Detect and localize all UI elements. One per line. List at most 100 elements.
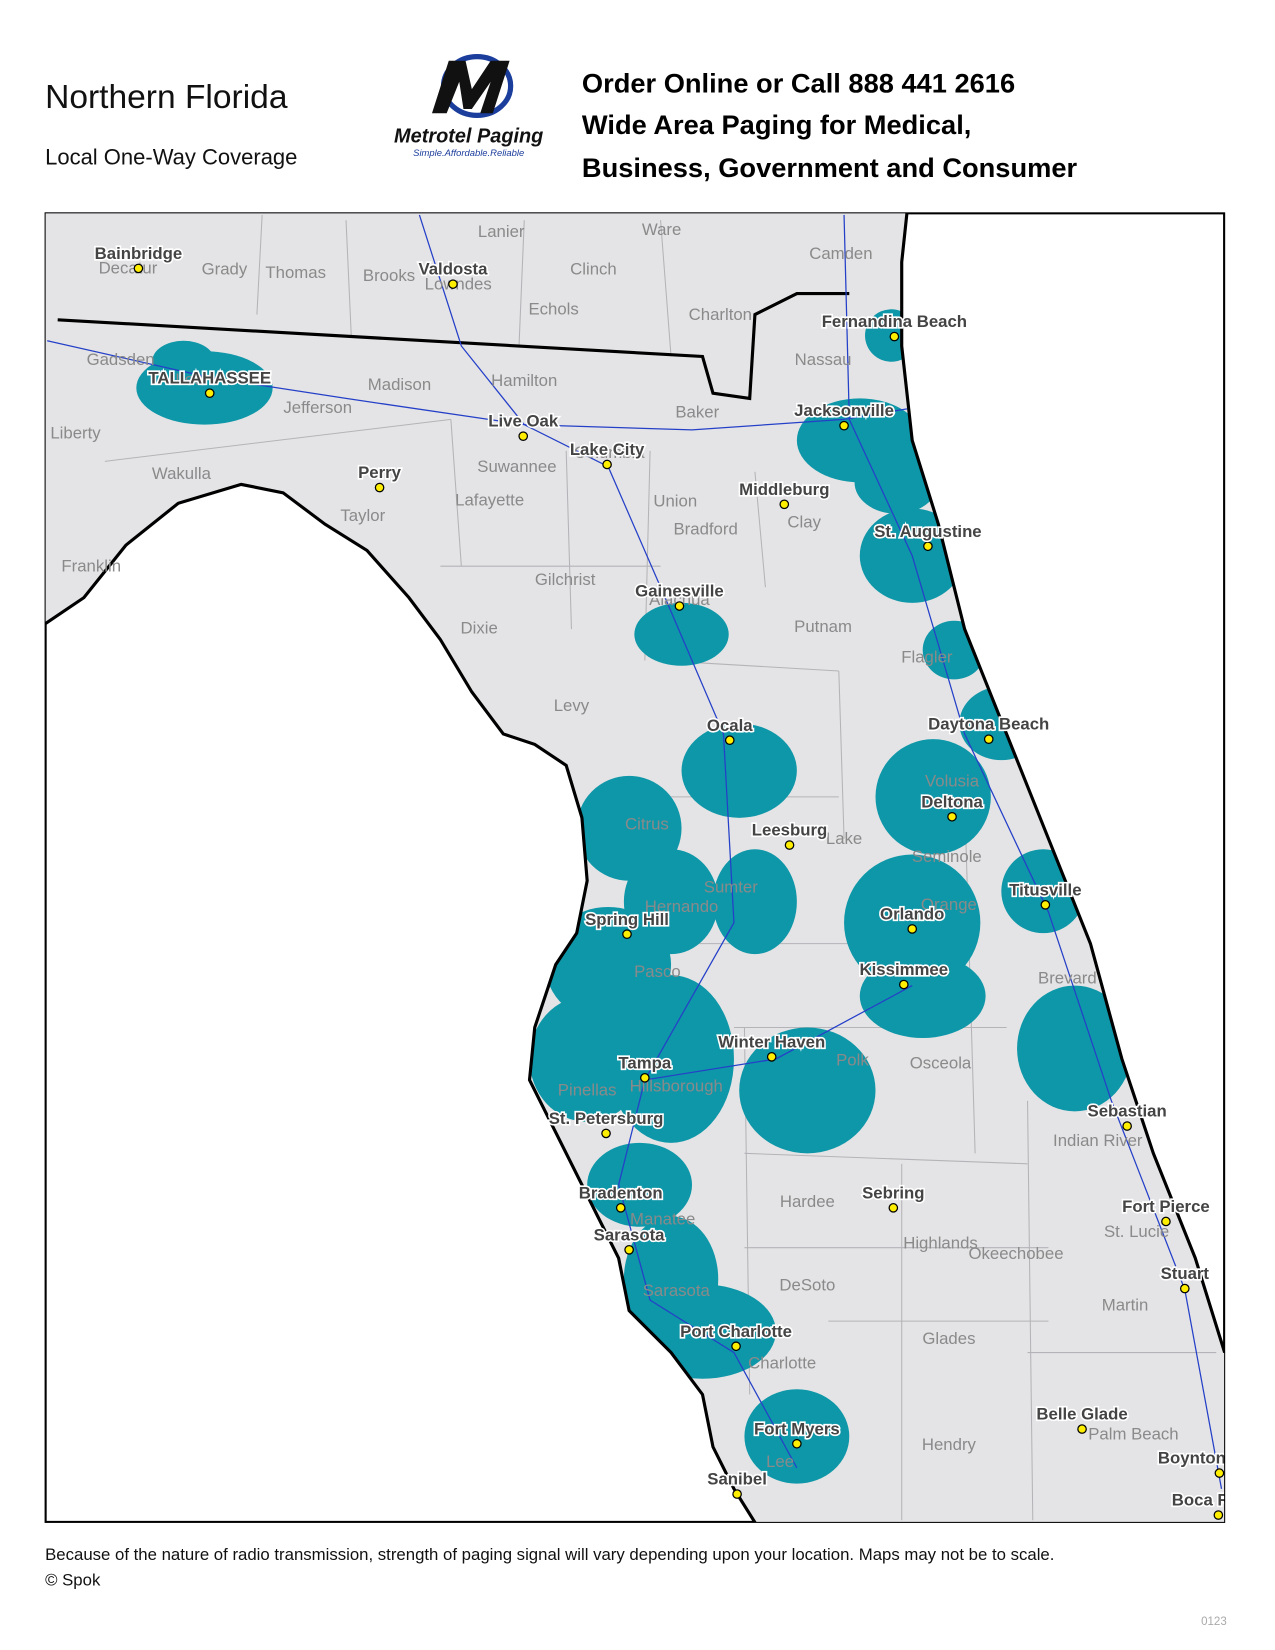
logo-tagline: Simple.Affordable.Reliable bbox=[413, 147, 524, 158]
cities: Bainbridge Valdosta TALLAHASSEE Fernandina … bbox=[93, 242, 1265, 1520]
city-dot bbox=[374, 482, 385, 493]
coverage-area bbox=[859, 954, 986, 1038]
county-label: Dixie bbox=[461, 618, 498, 637]
city-label: Fort Pierce bbox=[1122, 1197, 1210, 1216]
county-border bbox=[518, 220, 525, 347]
city-dot bbox=[518, 431, 529, 441]
county-label: Lee bbox=[766, 1452, 794, 1471]
county-label: Hernando bbox=[645, 897, 719, 916]
coverage bbox=[136, 309, 1133, 1484]
county-label: Martin bbox=[1102, 1296, 1149, 1315]
county-label: Thomas bbox=[265, 263, 326, 282]
city-label: Tampa bbox=[618, 1053, 671, 1072]
county-label: Brevard bbox=[1038, 968, 1097, 987]
county-label: Osceola bbox=[910, 1053, 972, 1072]
county-label: Indian River bbox=[1053, 1131, 1143, 1150]
county-label: Madison bbox=[368, 375, 431, 394]
city-label: Spring Hill bbox=[585, 910, 669, 929]
county-label: Palm Beach bbox=[1088, 1425, 1178, 1444]
city-label: Lake City bbox=[570, 440, 645, 459]
page-code: 0123 bbox=[1201, 1616, 1227, 1628]
city-label: Port Charlotte bbox=[680, 1322, 792, 1341]
county-label: Sumter bbox=[704, 877, 758, 896]
city-label: Boca Raton bbox=[1172, 1491, 1265, 1510]
coverage-area bbox=[854, 450, 939, 514]
city-dot bbox=[784, 840, 795, 850]
county-label: Wakulla bbox=[152, 464, 212, 483]
state-border bbox=[57, 292, 850, 401]
city-dot bbox=[923, 541, 933, 552]
city-dot bbox=[133, 263, 144, 274]
city-label: Leesburg bbox=[752, 821, 827, 840]
county-label: Franklin bbox=[61, 556, 121, 575]
city-label: St. Augustine bbox=[874, 522, 981, 541]
county-label: Nassau bbox=[795, 350, 852, 369]
county-label: Echols bbox=[528, 300, 578, 319]
county-label: Leon bbox=[175, 370, 212, 389]
county-label: Hamilton bbox=[491, 371, 557, 390]
coverage-area bbox=[875, 739, 991, 855]
city-dot bbox=[839, 420, 849, 431]
county-label: Baker bbox=[675, 402, 719, 421]
county-label: St. Lucie bbox=[1104, 1222, 1169, 1241]
city-label: Deltona bbox=[921, 792, 983, 811]
county-label: Taylor bbox=[340, 506, 385, 525]
county-label: Pasco bbox=[634, 962, 681, 981]
logo-mark bbox=[431, 60, 510, 114]
city-label: TALLAHASSEE bbox=[148, 369, 271, 388]
city-label: Sebastian bbox=[1088, 1102, 1167, 1121]
promo-line: Business, Government and Consumer bbox=[582, 152, 1078, 183]
city-label: Bainbridge bbox=[95, 244, 183, 263]
city-dot bbox=[1214, 1468, 1225, 1478]
city-dot bbox=[724, 735, 735, 746]
county-label: Sarasota bbox=[643, 1281, 711, 1300]
title: Northern Florida bbox=[45, 79, 288, 116]
city-label: Winter Haven bbox=[718, 1032, 825, 1051]
promo-line: Wide Area Paging for Medical, bbox=[582, 109, 971, 140]
city-dot bbox=[1077, 1424, 1087, 1434]
county-label: Lake bbox=[826, 829, 862, 848]
city-label: Fernandina Beach bbox=[822, 312, 967, 331]
county-label: Hendry bbox=[922, 1435, 977, 1454]
county-label: Clinch bbox=[570, 260, 617, 279]
city-dot bbox=[622, 929, 632, 940]
county-label: Jefferson bbox=[283, 398, 352, 417]
city-dot bbox=[615, 1203, 626, 1213]
county-label: DeSoto bbox=[779, 1276, 835, 1295]
subtitle: Local One-Way Coverage bbox=[45, 145, 297, 170]
city-label: Middleburg bbox=[739, 480, 829, 499]
city-label: Live Oak bbox=[488, 412, 559, 431]
county-labels: Decatur Grady Thomas Brooks Lowndes Lanier Cli… bbox=[50, 220, 1178, 1471]
city-label: Sarasota bbox=[594, 1225, 666, 1244]
gulf bbox=[45, 482, 757, 1523]
county-border bbox=[660, 220, 672, 357]
county-label: Levy bbox=[554, 696, 590, 715]
city-label: Sebring bbox=[862, 1183, 924, 1202]
city-dot bbox=[983, 734, 994, 745]
city-dot bbox=[732, 1489, 742, 1499]
county-label: Liberty bbox=[50, 423, 101, 442]
county-label: Okeechobee bbox=[968, 1244, 1063, 1263]
city-dot bbox=[1213, 1510, 1224, 1520]
county-label: Citrus bbox=[625, 814, 669, 833]
county-label: Hardee bbox=[780, 1192, 835, 1211]
county-border bbox=[565, 450, 572, 630]
city-label: Gainesville bbox=[635, 582, 724, 601]
disclaimer: Because of the nature of radio transmiss… bbox=[45, 1545, 1054, 1564]
coverage-area bbox=[744, 1389, 850, 1484]
county-label: Putnam bbox=[794, 617, 852, 636]
coverage-area bbox=[681, 723, 797, 818]
county-label: Camden bbox=[809, 244, 872, 263]
city-label: St. Petersburg bbox=[549, 1109, 664, 1128]
county-border bbox=[256, 214, 263, 315]
city-label: Perry bbox=[358, 463, 402, 482]
city-dot bbox=[898, 979, 909, 990]
promo-line: Order Online or Call 888 441 2616 bbox=[582, 67, 1015, 98]
county-label: Alachua bbox=[649, 590, 710, 609]
coverage-area bbox=[623, 849, 719, 955]
city-dot bbox=[1040, 900, 1051, 910]
county-label: Orange bbox=[921, 895, 977, 914]
coverage-area bbox=[587, 1142, 693, 1227]
